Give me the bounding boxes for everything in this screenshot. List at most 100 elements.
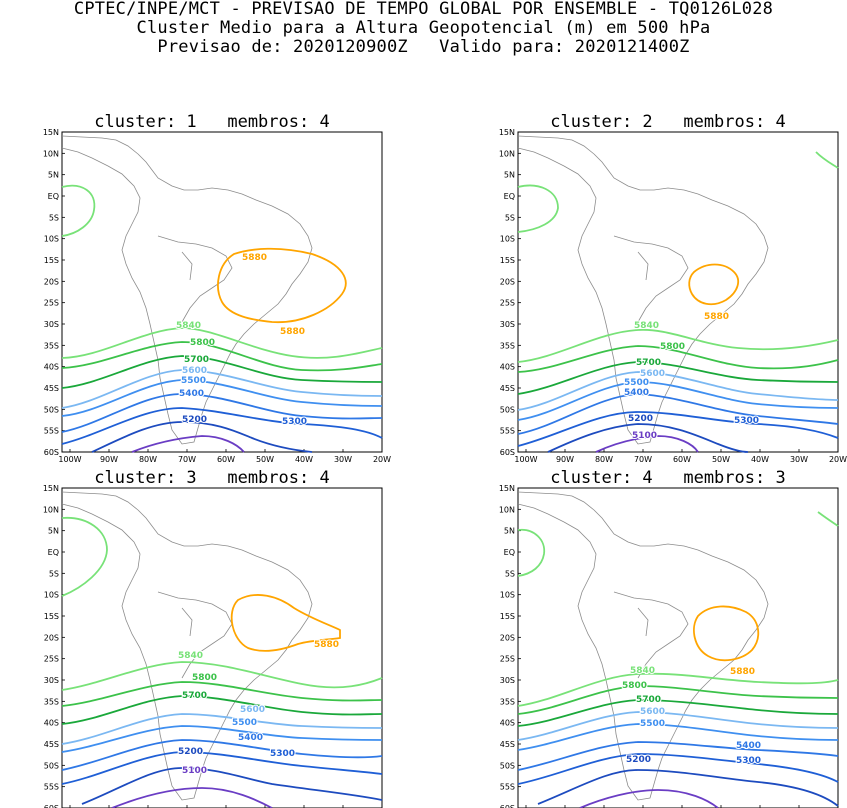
header-line-1: CPTEC/INPE/MCT - PREVISAO DE TEMPO GLOBA… xyxy=(73,0,774,19)
lon-label: 30W xyxy=(334,455,352,464)
label-5880-b: 5880 xyxy=(280,327,305,337)
contour-5400 xyxy=(61,393,383,433)
lat-label: 20S xyxy=(44,277,59,286)
contours xyxy=(517,151,839,453)
contour-5100 xyxy=(111,787,273,808)
lat-label: 15S xyxy=(500,612,515,621)
label-5300: 5300 xyxy=(282,417,307,427)
lat-label: 5N xyxy=(504,171,515,180)
lat-label: 10S xyxy=(44,235,59,244)
lon-label: 70W xyxy=(178,455,196,464)
map-frame xyxy=(517,131,839,453)
contour-5500 xyxy=(61,379,383,417)
label-5840: 5840 xyxy=(630,666,655,676)
label-5400: 5400 xyxy=(736,741,761,751)
label-5880-a: 5880 xyxy=(242,253,267,263)
country-borders xyxy=(157,235,233,323)
lat-label: 50S xyxy=(44,405,59,414)
coastline xyxy=(517,135,769,445)
map-cluster-3: 15N 10N 5N EQ 5S 10S 15S 20S 25S 30S 35S 40S 45S 50S 5… xyxy=(43,484,383,808)
lat-label: 45S xyxy=(500,384,515,393)
lat-label: 25S xyxy=(500,655,515,664)
lat-label: 40S xyxy=(44,363,59,372)
lat-label: 15S xyxy=(44,256,59,265)
label-5700: 5700 xyxy=(182,691,207,701)
label-5880: 5880 xyxy=(704,312,729,322)
lat-label: 50S xyxy=(44,761,59,770)
panel-cluster-3: cluster: 3 membros: 4 15N 10N 5N EQ 5S 10S 15S… xyxy=(42,468,383,808)
lat-label: 50S xyxy=(500,405,515,414)
contour-5840-north xyxy=(517,184,559,233)
lat-label: 5S xyxy=(505,213,515,222)
contour-5700 xyxy=(517,699,839,727)
lon-label: 20W xyxy=(373,455,391,464)
lat-label: 55S xyxy=(44,427,59,436)
lat-label: 10N xyxy=(499,505,515,514)
label-5200: 5200 xyxy=(178,747,203,757)
figure-header: CPTEC/INPE/MCT - PREVISAO DE TEMPO GLOBA… xyxy=(0,0,847,57)
contour-5500 xyxy=(517,723,839,751)
contour-5840 xyxy=(517,672,839,707)
lat-label: 45S xyxy=(500,740,515,749)
country-borders xyxy=(613,591,689,679)
lon-label: 80W xyxy=(139,455,157,464)
contour-5200 xyxy=(547,423,749,453)
map-axes: 15N 10N 5N EQ 5S 10S 15S 20S 25S 30S 35S 40S 45S 50S 5… xyxy=(499,128,847,464)
panel-title: cluster: 1 membros: 4 xyxy=(94,112,330,132)
lat-label: EQ xyxy=(48,548,59,557)
label-5200: 5200 xyxy=(626,755,651,765)
contour-5300 xyxy=(61,751,383,785)
contour-5840 xyxy=(61,661,383,691)
contour-5300 xyxy=(517,753,839,785)
lon-label: 40W xyxy=(295,455,313,464)
header-line-3: Previsao de: 2020120900Z Valido para: 20… xyxy=(157,37,690,57)
contour-5880 xyxy=(217,247,347,324)
coastline-outline xyxy=(517,135,769,445)
lat-label: 60S xyxy=(44,448,59,457)
lat-label: 5S xyxy=(49,569,59,578)
contour-5840-north xyxy=(61,517,108,597)
lat-label: 15S xyxy=(44,612,59,621)
label-5100: 5100 xyxy=(632,431,657,441)
lat-label: 5N xyxy=(504,527,515,536)
lon-label: 60W xyxy=(217,455,235,464)
country-borders xyxy=(613,235,689,323)
label-5400: 5400 xyxy=(238,733,263,743)
label-5800: 5800 xyxy=(660,342,685,352)
map-axes: 15N 10N 5N EQ 5S 10S 15S 20S 25S 30S 35S 40S 45S 50S 5… xyxy=(43,128,391,464)
lon-label: 90W xyxy=(556,455,574,464)
contour-5800 xyxy=(517,685,839,715)
label-5800: 5800 xyxy=(192,673,217,683)
label-5400: 5400 xyxy=(624,388,649,398)
contour-5600 xyxy=(61,713,383,745)
lat-label: EQ xyxy=(504,192,515,201)
contour-5840 xyxy=(61,327,383,359)
contour-5840-ne xyxy=(815,151,839,169)
lat-label: 15N xyxy=(43,484,59,493)
label-5840: 5840 xyxy=(176,321,201,331)
label-5600: 5600 xyxy=(240,705,265,715)
coastline-outline xyxy=(61,135,313,445)
contour-5200 xyxy=(91,421,313,453)
lat-label: 40S xyxy=(500,363,515,372)
label-5500: 5500 xyxy=(640,719,665,729)
label-5300: 5300 xyxy=(736,756,761,766)
contours xyxy=(61,184,383,453)
lat-label: 5S xyxy=(505,569,515,578)
contour-5700 xyxy=(61,355,383,389)
lat-label: 10S xyxy=(500,591,515,600)
coastline xyxy=(517,491,769,801)
contour-5840 xyxy=(517,328,839,363)
lat-label: 60S xyxy=(500,448,515,457)
label-5500: 5500 xyxy=(232,718,257,728)
contour-5800 xyxy=(517,345,839,373)
contours xyxy=(61,517,383,808)
label-5800: 5800 xyxy=(622,681,647,691)
coastline-outline xyxy=(61,491,313,801)
lat-label: 10S xyxy=(500,235,515,244)
header-line-2: Cluster Medio para a Altura Geopotencial… xyxy=(136,18,711,38)
contour-5300 xyxy=(61,407,383,445)
label-5600: 5600 xyxy=(640,369,665,379)
lon-label: 90W xyxy=(100,455,118,464)
contour-5600 xyxy=(517,711,839,741)
